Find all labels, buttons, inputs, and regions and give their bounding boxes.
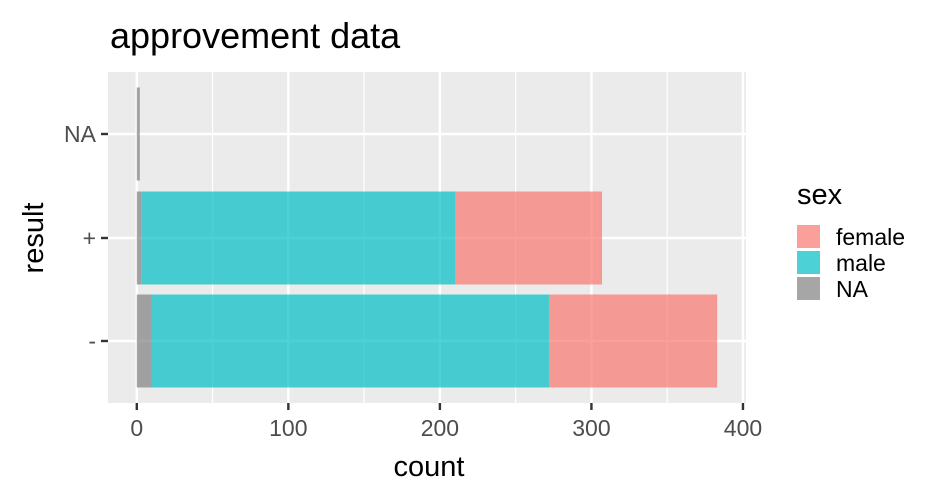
x-axis-title: count bbox=[394, 451, 465, 483]
legend-label: NA bbox=[836, 276, 869, 302]
y-axis-title: result bbox=[18, 203, 50, 274]
legend-key-na bbox=[797, 277, 820, 300]
legend-label: female bbox=[836, 224, 905, 250]
bar-female-1 bbox=[455, 191, 603, 285]
bar-male-1 bbox=[141, 191, 456, 285]
x-tick-label: 100 bbox=[269, 415, 307, 441]
legend-key-female bbox=[797, 225, 820, 248]
y-tick-label: + bbox=[83, 225, 96, 251]
bar-male-0 bbox=[151, 294, 549, 388]
y-axis: - + NA bbox=[64, 121, 108, 354]
x-tick-label: 200 bbox=[421, 415, 459, 441]
chart-title: approvement data bbox=[110, 15, 401, 56]
bar-na-0 bbox=[136, 294, 152, 388]
y-tick-label: NA bbox=[64, 121, 97, 147]
bar-na-2 bbox=[136, 87, 140, 181]
y-tick-label: - bbox=[88, 328, 96, 354]
bars bbox=[136, 87, 718, 388]
legend-label: male bbox=[836, 250, 886, 276]
x-tick-label: 0 bbox=[130, 415, 143, 441]
legend-title: sex bbox=[797, 179, 843, 211]
x-tick-label: 400 bbox=[724, 415, 762, 441]
legend-key-male bbox=[797, 251, 820, 274]
bar-female-0 bbox=[548, 294, 718, 388]
x-axis: 0 100 200 300 400 bbox=[130, 403, 762, 441]
bar-na-1 bbox=[136, 191, 142, 285]
x-tick-label: 300 bbox=[572, 415, 610, 441]
